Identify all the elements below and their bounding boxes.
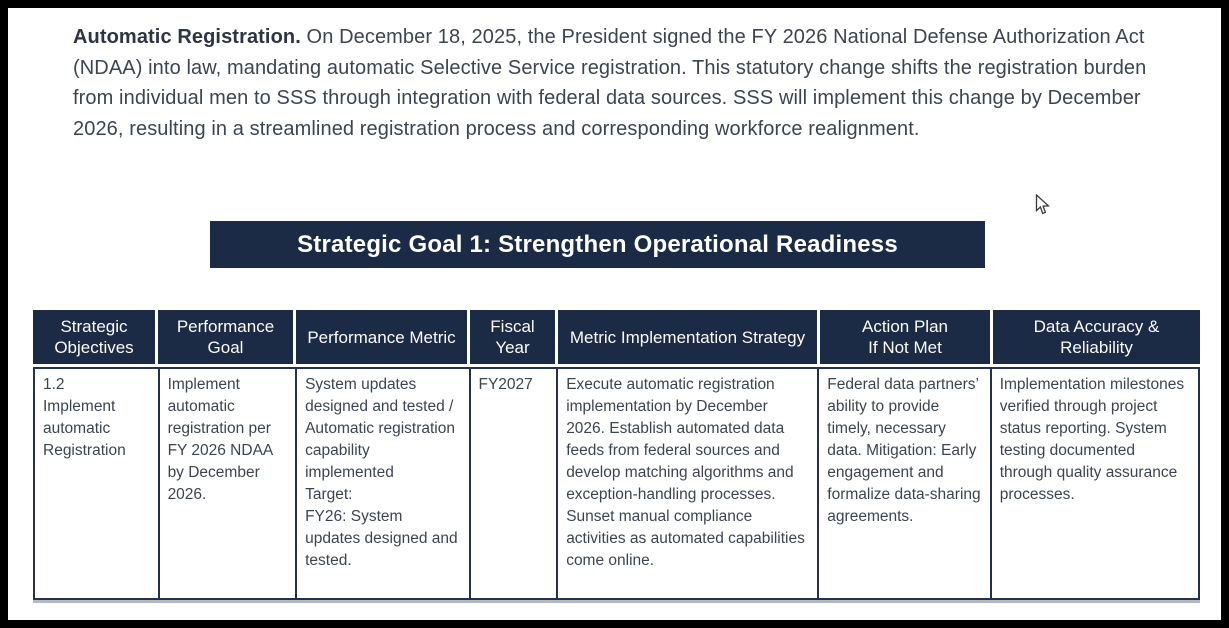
cell-performance-goal: Implement automatic registration per FY … [160,369,298,598]
cell-data-accuracy-reliability: Implementation milestones verified throu… [999,376,1185,503]
column-header-metric-implementation-strategy: Metric Implementation Strategy [558,310,820,364]
cell-metric-implementation-strategy: Execute automatic registration implement… [558,369,820,598]
column-header-action-plan-if-not-met: Action Plan If Not Met [820,310,993,364]
column-header-performance-metric: Performance Metric [296,310,470,364]
intro-paragraph-body: On December 18, 2025, the President sign… [73,26,1147,140]
cell-performance-metric: System updates designed and tested / Aut… [297,369,471,598]
strategic-goal-title: Strategic Goal 1: Strengthen Operational… [297,230,898,258]
cell-action-plan-if-not-met: Federal data partners’ ability to provid… [819,369,992,598]
page-content: Automatic Registration. On December 18, … [8,8,1221,620]
column-header-fiscal-year: Fiscal Year [470,310,558,364]
goal-table-body-row: 1.2 Implement automatic Registration Imp… [33,367,1200,600]
mouse-cursor-icon [1035,194,1050,215]
intro-paragraph-lead: Automatic Registration. [73,26,301,48]
cell-strategic-objectives: 1.2 Implement automatic Registration [35,369,160,598]
column-header-performance-goal: Performance Goal [158,310,296,364]
cell-fiscal-year: FY2027 [471,369,559,598]
goal-table: Strategic Objectives Performance Goal Pe… [33,310,1200,600]
intro-paragraph: Automatic Registration. On December 18, … [73,22,1165,144]
column-header-strategic-objectives: Strategic Objectives [33,310,158,364]
goal-table-header-row: Strategic Objectives Performance Goal Pe… [33,310,1200,364]
column-header-data-accuracy-reliability: Data Accuracy & Reliability [993,310,1200,364]
strategic-goal-banner: Strategic Goal 1: Strengthen Operational… [210,221,985,268]
